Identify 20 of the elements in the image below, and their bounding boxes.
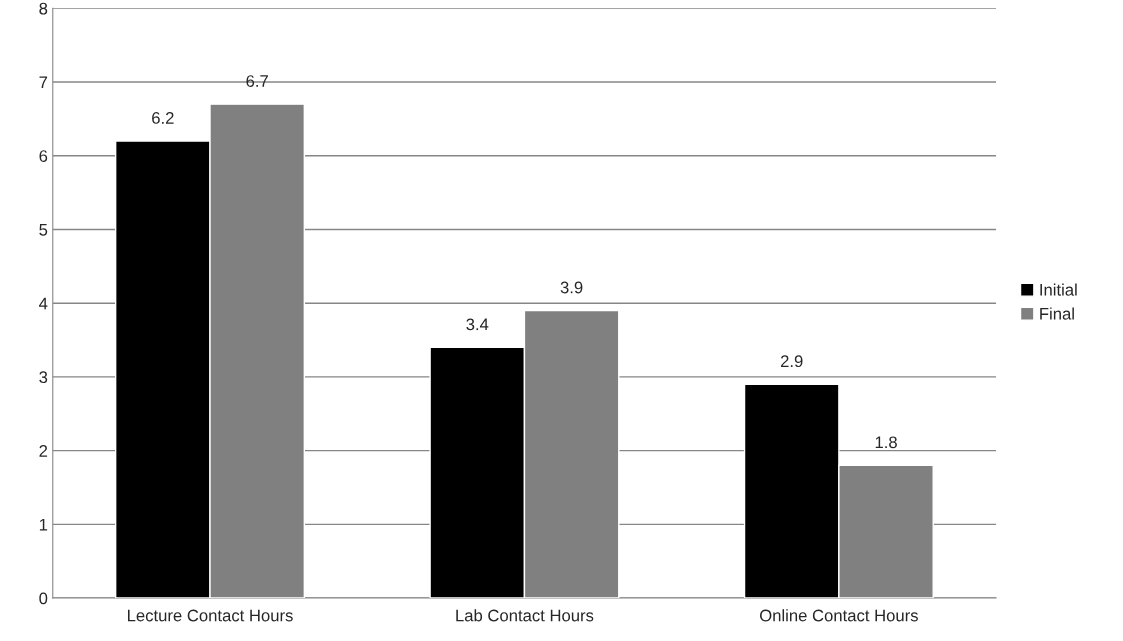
y-tick-label: 1 xyxy=(39,518,48,531)
data-label: 6.7 xyxy=(246,75,268,87)
data-label: 1.8 xyxy=(875,436,897,449)
y-tick-label: 8 xyxy=(39,2,48,15)
x-tick-label: Online Contact Hours xyxy=(760,609,918,622)
y-tick-label: 4 xyxy=(39,297,48,310)
data-label: 6.2 xyxy=(152,112,174,124)
data-label: 3.4 xyxy=(466,318,489,331)
data-label: 2.9 xyxy=(780,355,803,368)
y-tick-label: 5 xyxy=(39,224,48,236)
y-tick-label: 6 xyxy=(39,150,48,162)
data-label: 3.9 xyxy=(560,281,583,294)
y-tick-label: 0 xyxy=(39,592,48,605)
x-tick-label: Lab Contact Hours xyxy=(456,609,594,622)
y-tick-label: 7 xyxy=(39,76,48,89)
legend-label: Initial xyxy=(1040,283,1077,296)
y-tick-label: 2 xyxy=(39,445,48,457)
legend-label: Final xyxy=(1040,307,1074,320)
x-tick-label: Lecture Contact Hours xyxy=(128,609,293,622)
y-tick-label: 3 xyxy=(39,371,48,384)
